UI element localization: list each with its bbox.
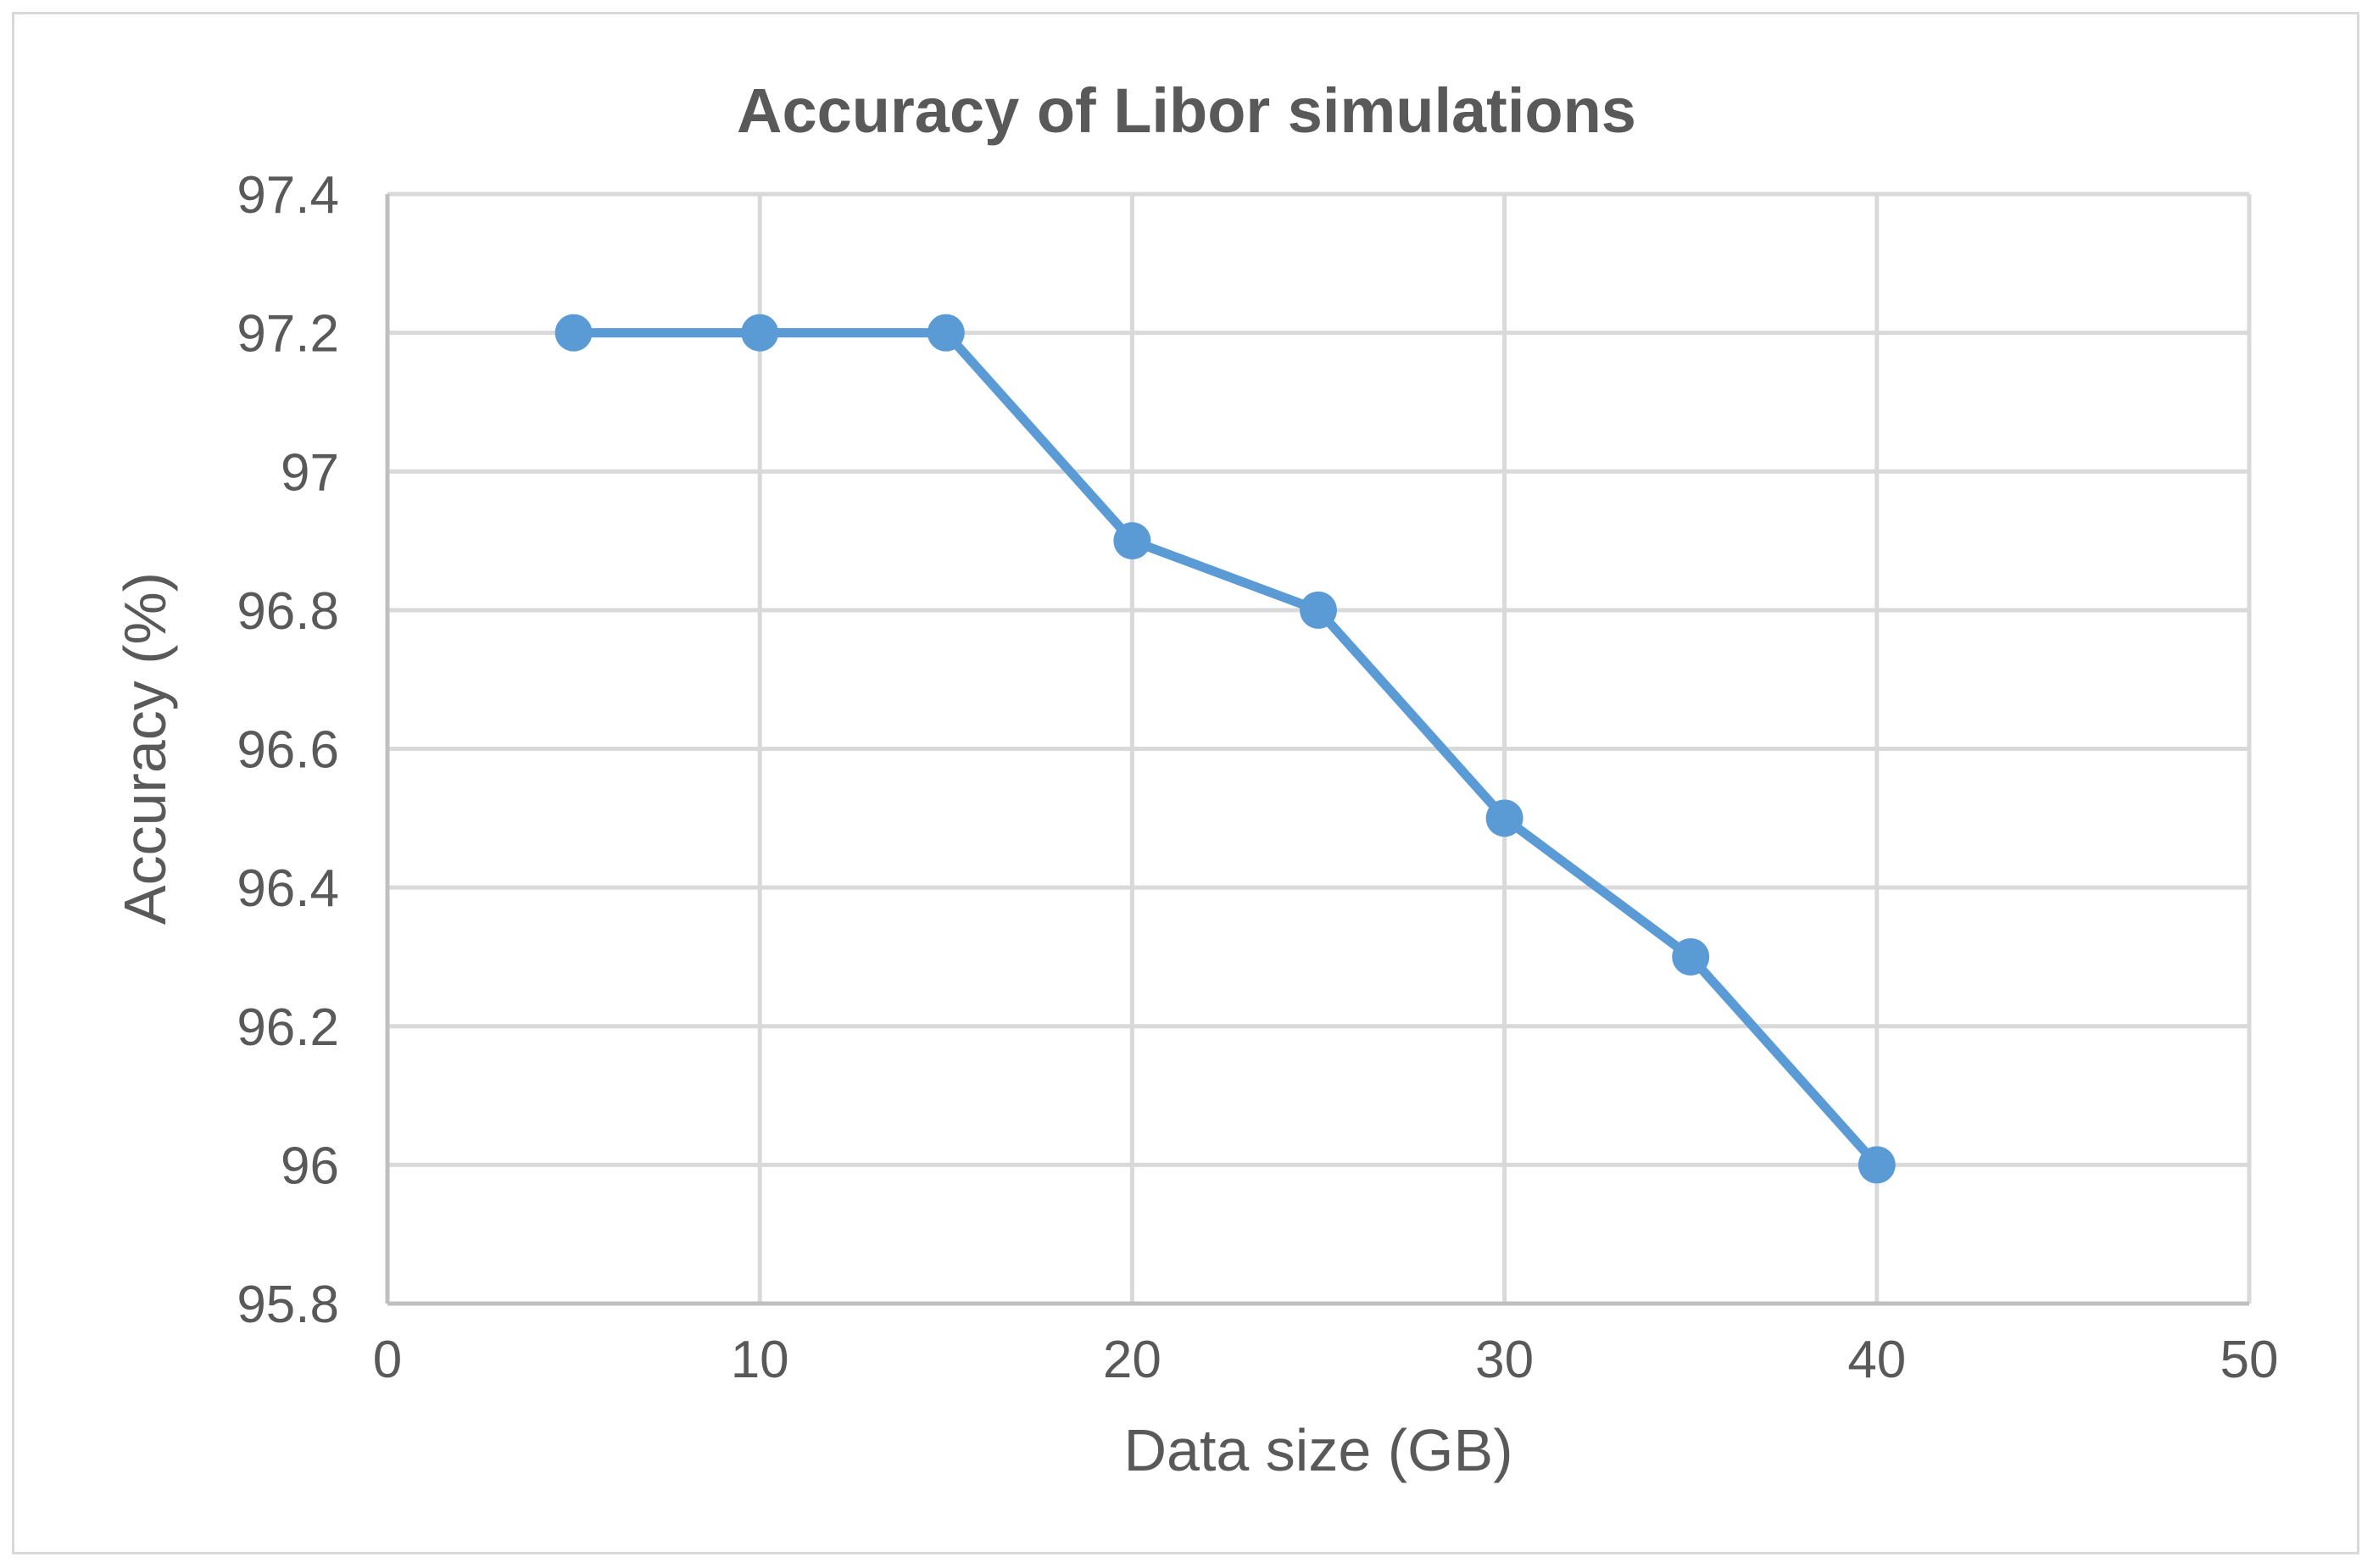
x-tick-label: 30 bbox=[1475, 1331, 1534, 1389]
y-tick-label: 97.2 bbox=[237, 305, 339, 364]
x-axis-label: Data size (GB) bbox=[1124, 1417, 1513, 1483]
y-tick-label: 96.2 bbox=[237, 998, 339, 1057]
series-line bbox=[573, 328, 1880, 1169]
data-point-marker bbox=[1300, 591, 1337, 629]
y-tick-label: 97 bbox=[281, 443, 339, 502]
y-axis-label: Accuracy (%) bbox=[112, 572, 178, 925]
y-tick-label: 96 bbox=[281, 1137, 339, 1195]
x-tick-label: 20 bbox=[1103, 1331, 1161, 1389]
x-tick-label: 0 bbox=[373, 1331, 402, 1389]
chart-title: Accuracy of Libor simulations bbox=[737, 75, 1636, 146]
data-point-marker bbox=[1858, 1146, 1896, 1184]
x-tick-label: 10 bbox=[731, 1331, 789, 1389]
x-axis-ticks: 0 10 20 30 40 50 bbox=[373, 1331, 2279, 1389]
x-tick-label: 50 bbox=[2220, 1331, 2279, 1389]
y-axis-ticks: 95.8 96 96.2 96.4 96.6 96.8 97 97.2 97.4 bbox=[237, 166, 339, 1334]
x-tick-label: 40 bbox=[1847, 1331, 1906, 1389]
data-point-marker bbox=[927, 314, 965, 352]
data-point-marker bbox=[554, 314, 593, 352]
data-point-marker bbox=[1485, 799, 1524, 837]
gridlines bbox=[385, 192, 2252, 1306]
y-tick-label: 97.4 bbox=[237, 166, 339, 225]
data-point-marker bbox=[1672, 937, 1710, 976]
data-point-marker bbox=[1113, 522, 1151, 560]
data-point-marker bbox=[741, 314, 779, 352]
chart-frame bbox=[12, 12, 2359, 1554]
y-tick-label: 96.8 bbox=[237, 582, 339, 641]
data-series bbox=[554, 314, 1896, 1184]
y-tick-label: 96.6 bbox=[237, 721, 339, 780]
y-tick-label: 95.8 bbox=[237, 1276, 339, 1334]
y-tick-label: 96.4 bbox=[237, 859, 339, 918]
